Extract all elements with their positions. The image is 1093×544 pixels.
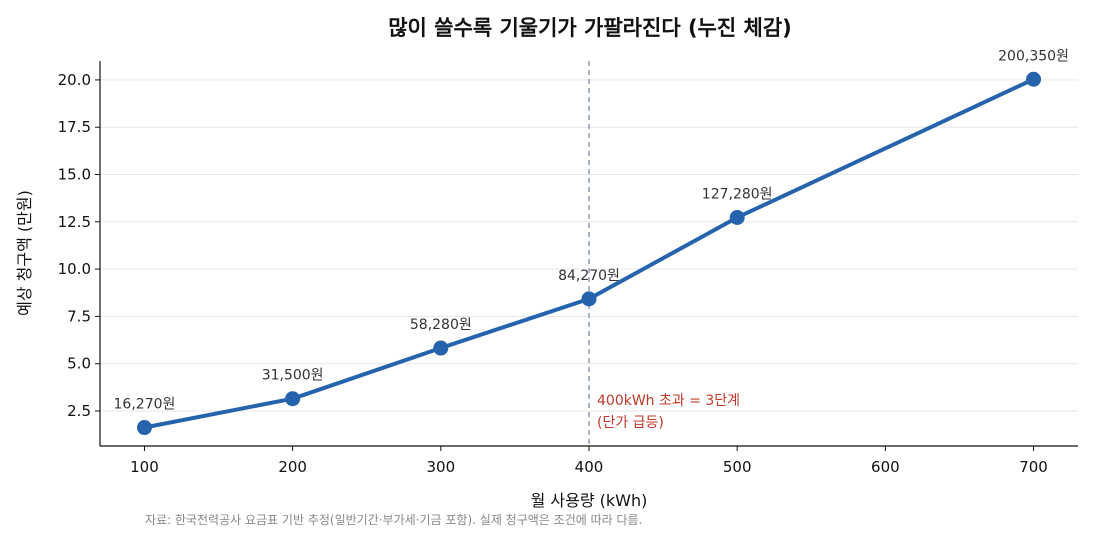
x-tick-label: 100 bbox=[130, 458, 159, 476]
chart-title: 많이 쓸수록 기울기가 가팔라진다 (누진 체감) bbox=[388, 16, 792, 40]
data-points bbox=[136, 71, 1042, 436]
x-ticks: 100 200 300 400 500 600 700 bbox=[130, 446, 1048, 476]
series-line bbox=[142, 77, 1036, 430]
y-tick-label: 17.5 bbox=[58, 118, 91, 136]
data-point bbox=[433, 340, 449, 356]
x-tick-label: 700 bbox=[1019, 458, 1048, 476]
y-tick-label: 7.5 bbox=[67, 307, 91, 325]
data-point bbox=[1026, 71, 1042, 87]
y-tick-label: 15.0 bbox=[58, 166, 91, 184]
y-axis-label: 예상 청구액 (만원) bbox=[15, 190, 34, 316]
x-axis-label: 월 사용량 (kWh) bbox=[531, 491, 648, 510]
data-label: 16,270원 bbox=[114, 397, 176, 413]
data-label: 200,350원 bbox=[998, 48, 1069, 64]
x-tick-label: 500 bbox=[723, 458, 752, 476]
annotation-line-1: 400kWh 초과 = 3단계 bbox=[597, 393, 740, 409]
data-label: 84,270원 bbox=[558, 268, 620, 284]
y-tick-label: 2.5 bbox=[67, 402, 91, 420]
x-tick-label: 200 bbox=[278, 458, 307, 476]
data-label: 127,280원 bbox=[702, 186, 773, 202]
x-tick-label: 600 bbox=[871, 458, 900, 476]
x-tick-label: 400 bbox=[575, 458, 604, 476]
data-point bbox=[136, 420, 152, 436]
y-tick-label: 10.0 bbox=[58, 260, 91, 278]
data-labels: 16,270원 31,500원 58,280원 84,270원 127,280원 200,… bbox=[114, 48, 1069, 412]
data-point bbox=[581, 291, 597, 307]
x-tick-label: 300 bbox=[426, 458, 455, 476]
data-label: 58,280원 bbox=[410, 317, 472, 333]
data-point bbox=[729, 209, 745, 225]
y-tick-label: 20.0 bbox=[58, 71, 91, 89]
source-note: 자료: 한국전력공사 요금표 기반 추정(일반기간·부가세·기금 포함). 실제… bbox=[145, 513, 642, 527]
data-label: 31,500원 bbox=[262, 368, 324, 384]
y-ticks: 2.5 5.0 7.5 10.0 12.5 15.0 17.5 20.0 bbox=[58, 71, 100, 420]
annotation-line-2: (단가 급등) bbox=[597, 415, 664, 431]
y-tick-label: 5.0 bbox=[67, 355, 91, 373]
y-tick-label: 12.5 bbox=[58, 213, 91, 231]
data-point bbox=[285, 391, 301, 407]
